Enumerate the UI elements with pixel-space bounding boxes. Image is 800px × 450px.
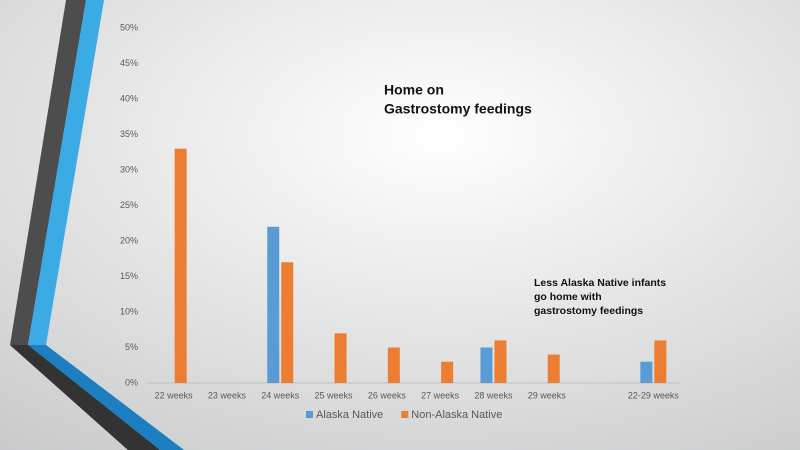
legend-swatch [401,411,409,418]
x-tick-label: 25 weeks [315,390,354,400]
y-tick-label: 10% [120,306,138,316]
annotation: Less Alaska Native infants [534,277,666,289]
y-tick-label: 35% [120,129,138,139]
bar [334,333,347,383]
y-tick-label: 0% [125,377,138,387]
y-tick-label: 50% [120,22,138,32]
bar [281,262,294,383]
bar [654,340,667,383]
x-tick-label: 23 weeks [208,390,247,400]
y-tick-label: 15% [120,271,138,281]
y-tick-label: 30% [120,164,138,174]
x-tick-label: 29 weeks [528,390,567,400]
x-tick-label: 28 weeks [474,390,513,400]
bar [174,148,187,383]
bar [494,340,507,383]
x-tick-label: 27 weeks [421,390,460,400]
y-tick-label: 45% [120,58,138,68]
bar [640,361,653,383]
y-tick-label: 5% [125,342,138,352]
legend-label: Alaska Native [316,409,383,421]
annotation: go home with [534,291,602,303]
annotation: gastrostomy feedings [534,305,643,317]
x-tick-label: 26 weeks [368,390,407,400]
decor-stripe [28,345,184,450]
x-tick-label: 22-29 weeks [628,390,680,400]
legend-swatch [306,411,313,418]
y-tick-label: 25% [120,200,138,210]
bar [480,347,493,383]
bar [441,361,454,383]
decor-stripe [10,345,160,450]
y-tick-label: 20% [120,235,138,245]
bar [267,226,280,383]
bar [547,354,560,383]
chart-title: Home on [384,82,444,98]
y-tick-label: 40% [120,93,138,103]
bar [387,347,400,383]
decor-stripe [28,0,184,450]
decor-stripe [10,0,160,450]
chart-title: Gastrostomy feedings [384,101,532,117]
x-tick-label: 24 weeks [261,390,300,400]
x-tick-label: 22 weeks [155,390,194,400]
legend-label: Non-Alaska Native [411,409,502,421]
